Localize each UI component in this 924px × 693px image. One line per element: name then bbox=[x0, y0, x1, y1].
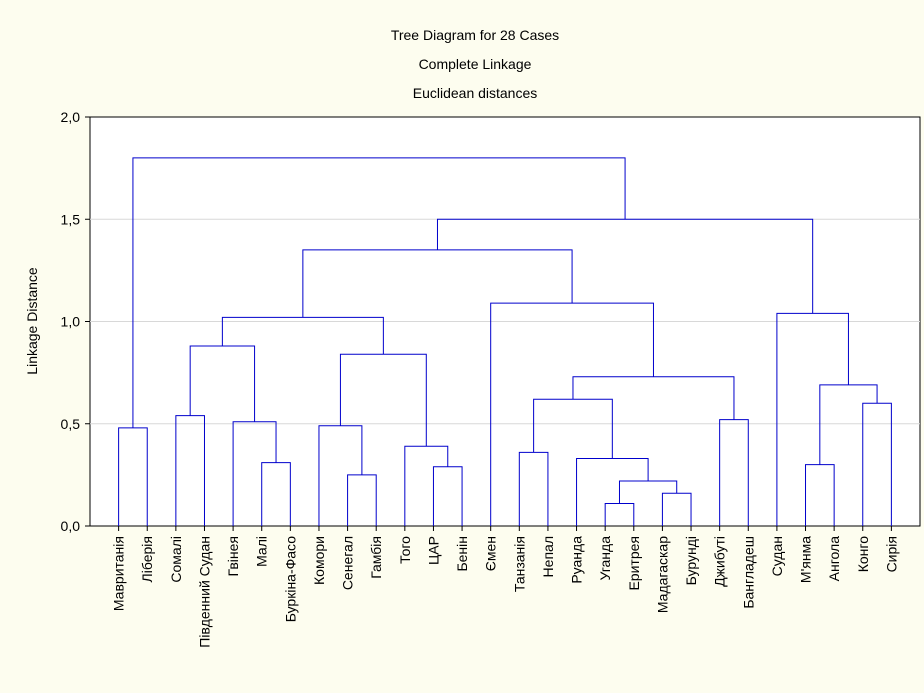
y-tick-label: 1,5 bbox=[61, 211, 81, 227]
x-tick-label: Сенегал bbox=[340, 536, 356, 590]
x-tick-label: Уганда bbox=[597, 536, 613, 581]
x-tick-label: Малі bbox=[254, 536, 270, 567]
x-tick-label: ЦАР bbox=[425, 536, 441, 565]
y-tick-label: 2,0 bbox=[61, 109, 81, 125]
x-tick-label: Сирія bbox=[883, 536, 899, 572]
y-tick-label: 0,5 bbox=[61, 416, 81, 432]
x-tick-label: Сомалі bbox=[168, 536, 184, 583]
x-tick-label: Гвінея bbox=[225, 536, 241, 576]
y-tick-label: 1,0 bbox=[61, 314, 81, 330]
chart-title: Tree Diagram for 28 Cases bbox=[391, 27, 559, 43]
chart-subtitle: Complete Linkage bbox=[419, 56, 532, 72]
x-tick-label: Конго bbox=[855, 536, 871, 572]
x-tick-label: Бурунді bbox=[683, 536, 699, 585]
x-tick-label: Мадагаскар bbox=[654, 536, 670, 613]
x-tick-label: Буркіна-Фасо bbox=[282, 536, 298, 623]
y-tick-label: 0,0 bbox=[61, 518, 81, 534]
x-tick-label: М'янма bbox=[798, 536, 814, 583]
x-tick-label: Непал bbox=[540, 536, 556, 577]
x-tick-label: Ангола bbox=[826, 536, 842, 582]
chart-subtitle: Euclidean distances bbox=[413, 85, 538, 101]
x-tick-label: Джибуті bbox=[712, 536, 728, 587]
x-tick-label: Судан bbox=[769, 536, 785, 576]
y-axis-label: Linkage Distance bbox=[24, 267, 40, 375]
x-tick-label: Танзанія bbox=[511, 536, 527, 592]
x-tick-label: Комори bbox=[311, 536, 327, 585]
x-tick-label: Того bbox=[397, 536, 413, 564]
x-tick-label: Ємен bbox=[483, 536, 499, 571]
x-tick-label: Руанда bbox=[569, 536, 585, 584]
x-tick-label: Південний Судан bbox=[196, 536, 212, 648]
x-tick-label: Гамбія bbox=[368, 536, 384, 579]
link bbox=[132, 157, 626, 428]
x-tick-label: Еритрея bbox=[626, 536, 642, 591]
x-tick-label: Ліберія bbox=[139, 536, 155, 582]
x-tick-label: Мавританія bbox=[111, 536, 127, 611]
x-tick-label: Бангладеш bbox=[740, 536, 756, 609]
x-tick-label: Бенін bbox=[454, 536, 470, 572]
